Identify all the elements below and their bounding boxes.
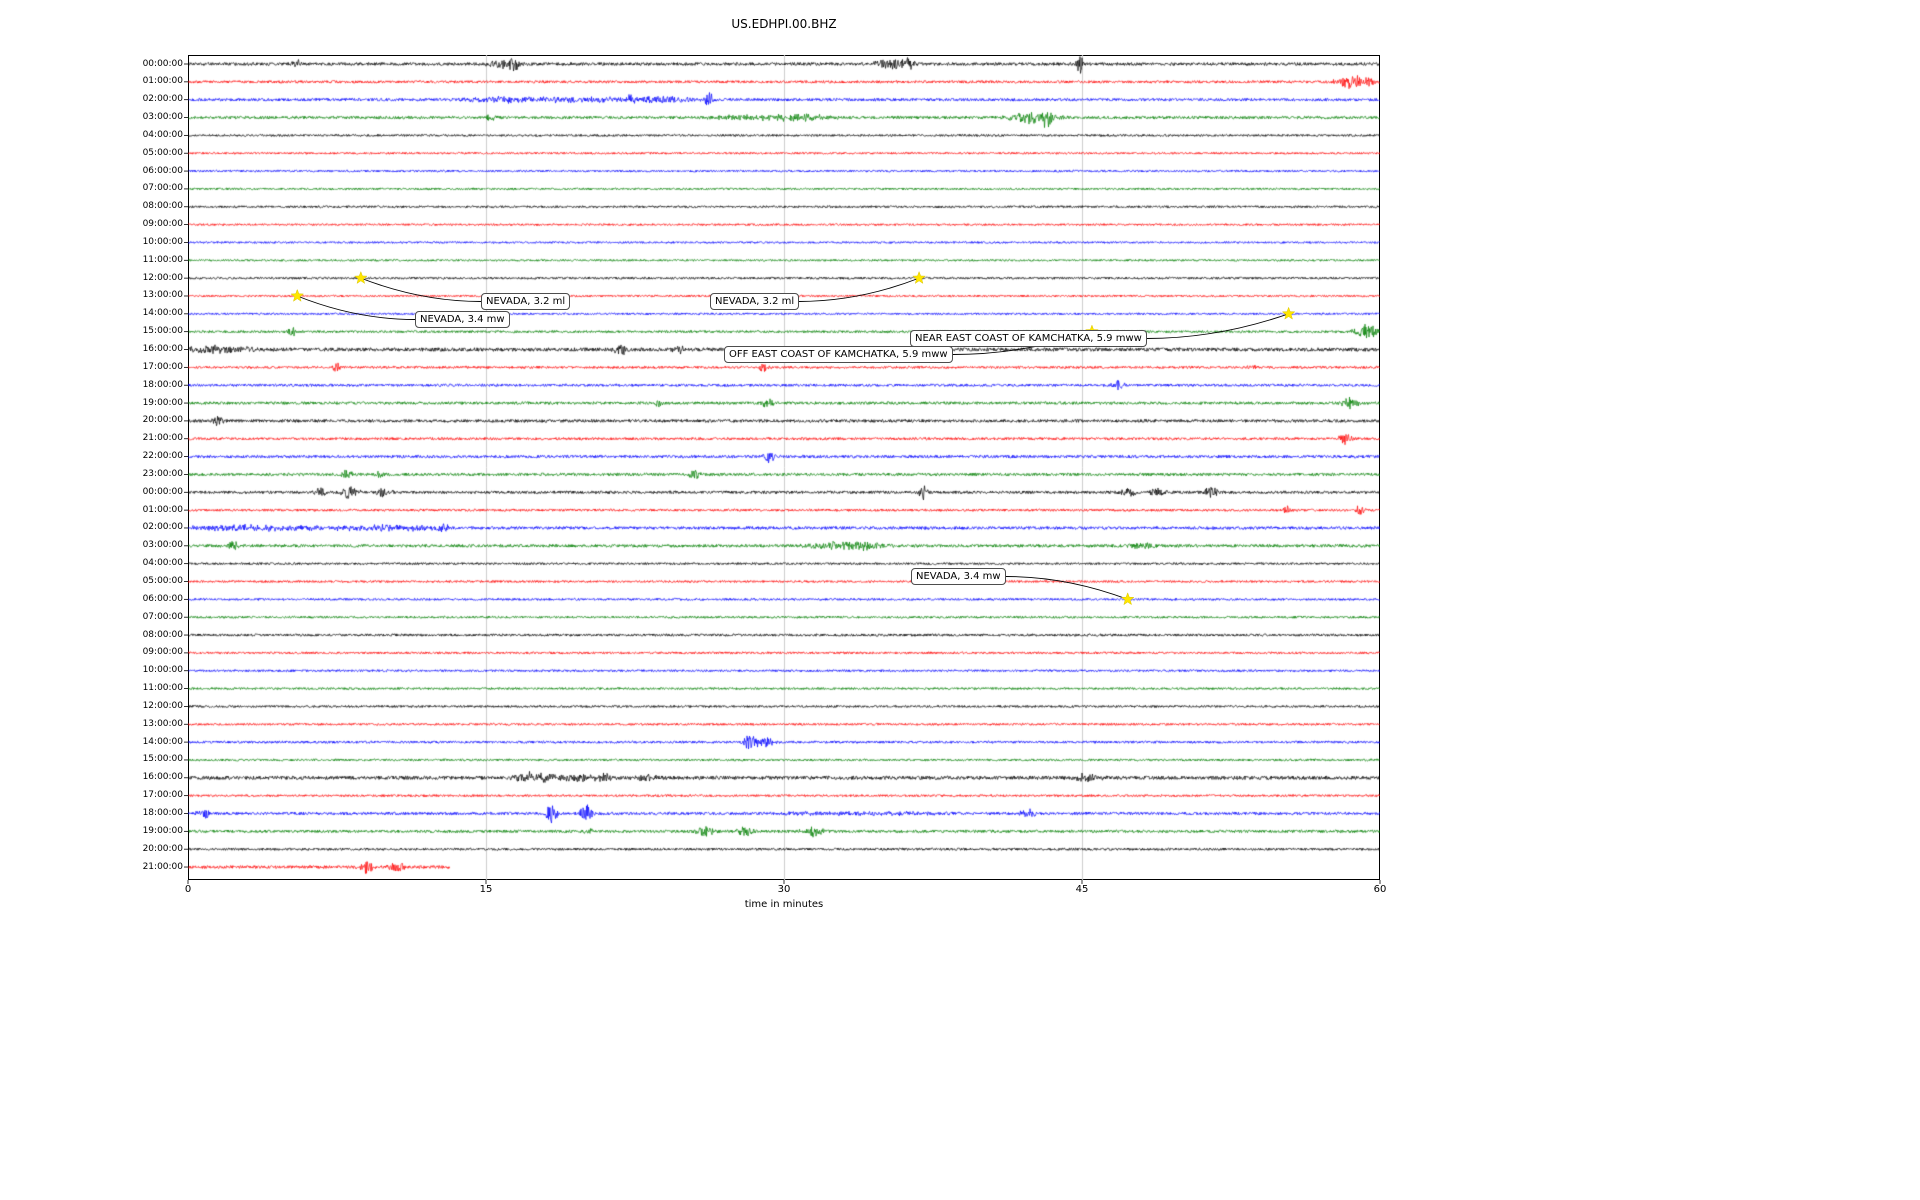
- y-tick-label: 10:00:00: [142, 236, 183, 247]
- y-tick-label: 01:00:00: [142, 76, 183, 87]
- y-tick-label: 22:00:00: [142, 451, 183, 462]
- y-tick-label: 03:00:00: [142, 540, 183, 551]
- y-tick-label: 01:00:00: [142, 504, 183, 515]
- y-tick-label: 00:00:00: [142, 58, 183, 69]
- y-tick-label: 13:00:00: [142, 718, 183, 729]
- y-tick-label: 19:00:00: [142, 397, 183, 408]
- y-tick-label: 04:00:00: [142, 558, 183, 569]
- y-tick-label: 13:00:00: [142, 290, 183, 301]
- y-tick-label: 17:00:00: [142, 361, 183, 372]
- y-tick-label: 17:00:00: [142, 790, 183, 801]
- y-tick-label: 05:00:00: [142, 576, 183, 586]
- y-tick-label: 05:00:00: [142, 147, 183, 158]
- y-tick-label: 18:00:00: [142, 807, 183, 818]
- y-tick-label: 02:00:00: [142, 522, 183, 533]
- y-tick-label: 11:00:00: [142, 254, 183, 265]
- y-tick-label: 21:00:00: [142, 861, 183, 872]
- y-tick-label: 00:00:00: [142, 486, 183, 497]
- y-tick-label: 18:00:00: [142, 379, 183, 390]
- y-tick-label: 02:00:00: [142, 94, 183, 105]
- y-tick-label: 20:00:00: [142, 843, 183, 854]
- y-tick-label: 06:00:00: [142, 593, 183, 604]
- y-tick-label: 21:00:00: [142, 433, 183, 444]
- y-tick-label: 03:00:00: [142, 112, 183, 123]
- x-tick-label: 45: [1075, 884, 1089, 895]
- y-tick-label: 15:00:00: [142, 326, 183, 337]
- y-tick-label: 19:00:00: [142, 825, 183, 836]
- y-tick-label: 10:00:00: [142, 665, 183, 676]
- y-tick-label: 12:00:00: [142, 272, 183, 283]
- y-tick-label: 04:00:00: [142, 129, 183, 140]
- y-tick-label: 14:00:00: [142, 736, 183, 747]
- x-tick-label: 30: [777, 884, 791, 895]
- y-tick-label: 07:00:00: [142, 611, 183, 622]
- x-tick-label: 0: [184, 884, 192, 895]
- y-tick-label: 07:00:00: [142, 183, 183, 194]
- y-tick-label: 16:00:00: [142, 772, 183, 783]
- x-tick-label: 60: [1373, 884, 1387, 895]
- chart-title: US.EDHPI.00.BHZ: [731, 17, 837, 31]
- y-tick-label: 09:00:00: [142, 219, 183, 230]
- y-tick-label: 09:00:00: [142, 647, 183, 658]
- y-tick-label: 12:00:00: [142, 700, 183, 711]
- y-tick-label: 08:00:00: [142, 629, 183, 640]
- y-tick-label: 23:00:00: [142, 468, 183, 479]
- y-tick-label: 15:00:00: [142, 754, 183, 765]
- y-tick-label: 06:00:00: [142, 165, 183, 176]
- y-tick-label: 16:00:00: [142, 344, 183, 355]
- y-tick-label: 20:00:00: [142, 415, 183, 426]
- x-tick-label: 15: [479, 884, 493, 895]
- y-tick-label: 11:00:00: [142, 683, 183, 694]
- x-axis-title: time in minutes: [744, 899, 824, 910]
- y-tick-label: 14:00:00: [142, 308, 183, 319]
- y-tick-label: 08:00:00: [142, 201, 183, 212]
- trace-canvas: [188, 55, 1380, 880]
